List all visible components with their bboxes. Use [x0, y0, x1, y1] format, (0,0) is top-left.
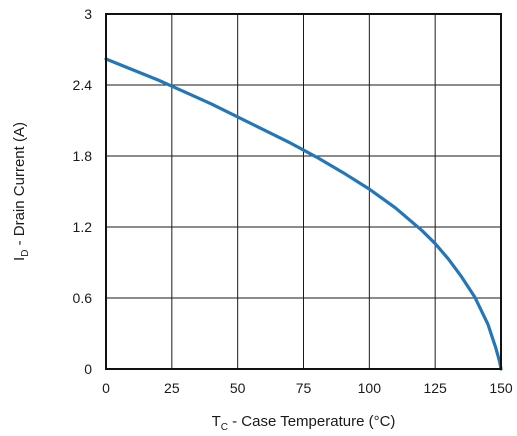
y-axis-title-rest: - Drain Current (A)	[11, 122, 28, 250]
x-tick-label: 100	[358, 380, 382, 396]
x-tick-label: 125	[423, 380, 447, 396]
y-axis-title-subscript: D	[20, 250, 31, 257]
x-axis-title-main: T	[212, 413, 221, 430]
grid-lines	[105, 13, 502, 370]
x-tick-label: 0	[102, 380, 110, 396]
x-tick-label: 25	[164, 380, 180, 396]
series-layer	[104, 57, 503, 371]
y-tick-label: 1.8	[73, 148, 93, 164]
x-axis-title-subscript: C	[221, 422, 228, 433]
plot-frame	[105, 13, 502, 370]
x-axis-title-rest: - Case Temperature (°C)	[228, 413, 395, 430]
x-axis-title: TC - Case Temperature (°C)	[212, 413, 396, 433]
x-tick-label: 75	[296, 380, 312, 396]
y-tick-label: 1.2	[73, 219, 93, 235]
y-tick-label: 0.6	[73, 290, 93, 306]
y-axis-title: ID - Drain Current (A)	[11, 122, 31, 261]
y-tick-label: 2.4	[73, 77, 93, 93]
x-tick-label: 50	[230, 380, 246, 396]
y-axis-title-main: I	[11, 257, 28, 261]
y-tick-label: 0	[84, 361, 92, 377]
x-tick-labels: 0 25 50 75 100 125 150	[102, 380, 513, 396]
y-tick-label: 3	[84, 6, 92, 22]
x-tick-label: 150	[489, 380, 513, 396]
series-line-0	[104, 57, 503, 371]
y-tick-labels: 0 0.6 1.2 1.8 2.4 3	[73, 6, 93, 377]
